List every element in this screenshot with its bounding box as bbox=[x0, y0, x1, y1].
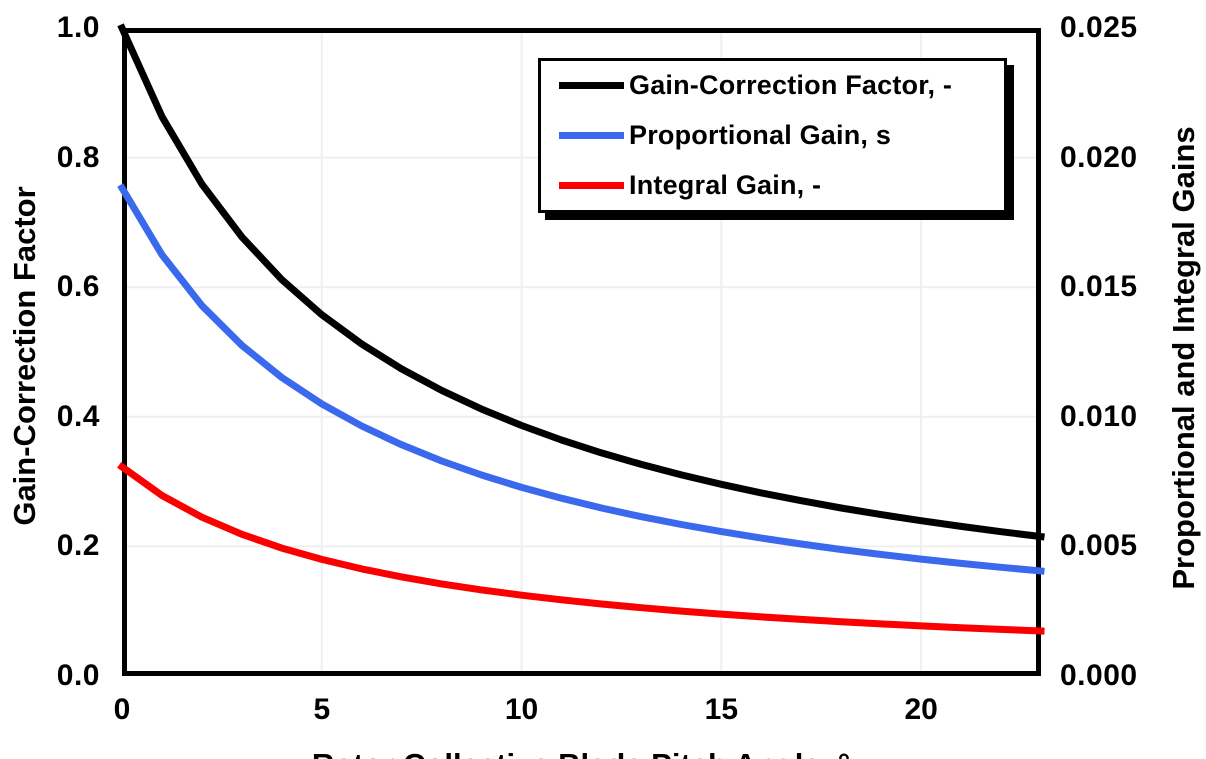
x-tick-label: 15 bbox=[704, 693, 739, 726]
y-left-tick-label: 0.2 bbox=[56, 529, 100, 563]
y-right-tick-label: 0.010 bbox=[1060, 399, 1138, 433]
y-axis-left-title: Gain-Correction Factor bbox=[7, 186, 42, 526]
legend-item: Gain-Correction Factor, - bbox=[541, 61, 1004, 111]
y-right-tick-label: 0.000 bbox=[1060, 659, 1138, 692]
y-left-tick-label: 0.8 bbox=[56, 140, 100, 174]
series-proportional-gain-s bbox=[117, 183, 1045, 575]
x-tick-label: 5 bbox=[313, 693, 331, 726]
legend-label: Proportional Gain, s bbox=[629, 120, 892, 150]
series-gain-correction-factor bbox=[117, 23, 1045, 541]
x-tick-label: 10 bbox=[504, 693, 539, 726]
legend-item: Proportional Gain, s bbox=[541, 111, 1004, 161]
x-tick-label: 0 bbox=[113, 693, 131, 726]
y-right-tick-label: 0.025 bbox=[1060, 11, 1138, 44]
x-tick-label: 20 bbox=[904, 693, 938, 726]
x-axis-title: Rotor Collective Blade Pitch Angle, ° bbox=[281, 745, 881, 759]
y-left-tick-label: 0.6 bbox=[56, 270, 100, 304]
series-integral-gain bbox=[117, 462, 1045, 635]
y-left-tick-label: 1.0 bbox=[56, 11, 100, 44]
plot-frame bbox=[122, 28, 1041, 676]
legend-label: Integral Gain, - bbox=[629, 169, 822, 200]
legend-item: Integral Gain, - bbox=[541, 160, 1004, 210]
y-axis-right-title: Proportional and Integral Gains bbox=[1166, 126, 1201, 590]
y-right-tick-label: 0.005 bbox=[1060, 529, 1138, 563]
legend-label: Gain-Correction Factor, - bbox=[629, 70, 953, 101]
y-right-tick-label: 0.015 bbox=[1060, 270, 1138, 304]
y-right-tick-label: 0.020 bbox=[1060, 140, 1138, 174]
y-left-tick-label: 0.4 bbox=[56, 399, 100, 433]
y-left-tick-label: 0.0 bbox=[56, 659, 100, 692]
legend: Gain-Correction Factor, - Proportional Ga… bbox=[538, 58, 1007, 213]
legend-line-swatch bbox=[559, 181, 624, 189]
legend-line-swatch bbox=[559, 82, 624, 90]
legend-line-swatch bbox=[559, 132, 624, 139]
plot-area bbox=[117, 23, 1045, 676]
